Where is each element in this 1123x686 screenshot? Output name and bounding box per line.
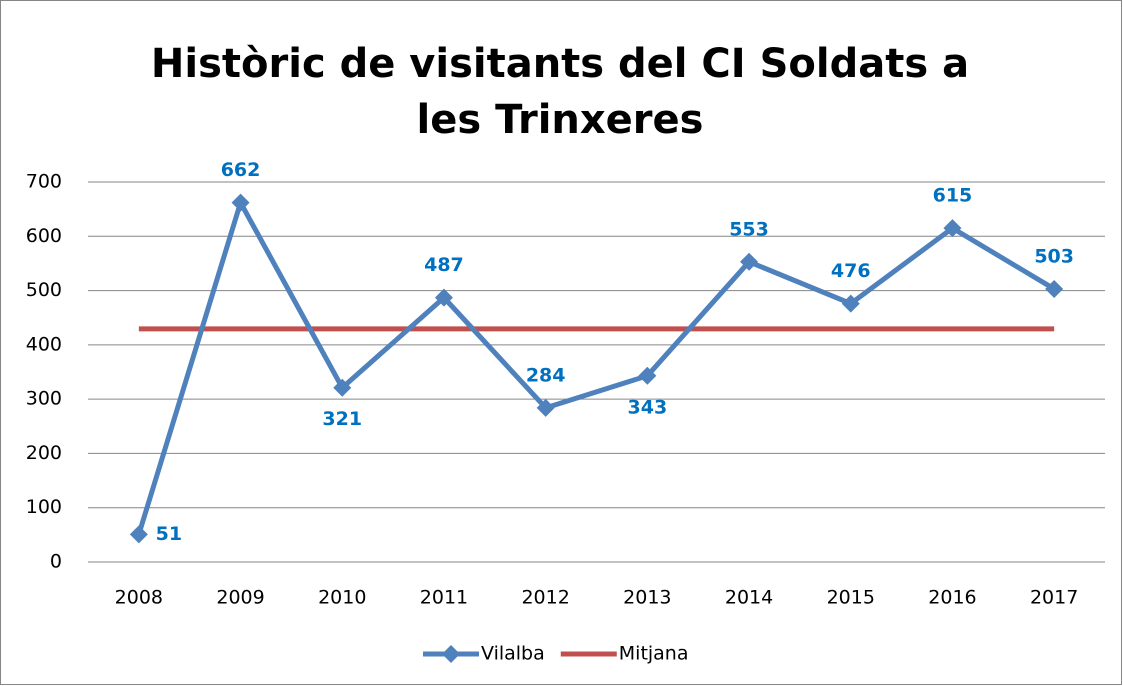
x-tick-label: 2015: [827, 587, 875, 609]
y-tick-label: 100: [26, 496, 62, 518]
marker: [638, 366, 657, 385]
y-tick-label: 500: [26, 279, 62, 301]
x-tick-label: 2017: [1030, 587, 1078, 609]
legend-marker: [442, 645, 460, 663]
data-label: 343: [628, 396, 668, 418]
y-tick-label: 400: [26, 333, 62, 355]
y-tick-label: 200: [26, 442, 62, 464]
y-tick-label: 700: [26, 171, 62, 193]
marker: [129, 525, 148, 544]
data-label: 284: [526, 364, 566, 386]
x-tick-label: 2012: [521, 587, 569, 609]
chart-title: Històric de visitants del CI Soldats a l…: [150, 41, 970, 143]
marker: [1045, 279, 1064, 298]
data-label: 51: [156, 523, 182, 545]
data-label: 553: [729, 218, 769, 240]
marker: [536, 398, 555, 417]
data-label: 662: [221, 159, 261, 181]
data-label: 615: [933, 185, 973, 207]
x-tick-label: 2013: [623, 587, 671, 609]
marker: [740, 252, 759, 271]
x-tick-label: 2011: [420, 587, 468, 609]
legend-label: Vilalba: [481, 643, 545, 665]
marker: [943, 219, 962, 238]
x-tick-label: 2016: [928, 587, 976, 609]
y-tick-label: 600: [26, 225, 62, 247]
legend-label: Mitjana: [619, 643, 689, 665]
y-tick-label: 0: [50, 551, 62, 573]
data-label: 503: [1034, 245, 1074, 267]
marker: [434, 288, 453, 307]
data-label: 487: [424, 254, 464, 276]
line-0: [136, 200, 1056, 536]
marker: [841, 294, 860, 313]
y-tick-label: 300: [26, 388, 62, 410]
x-tick-label: 2009: [216, 587, 264, 609]
marker: [231, 193, 250, 212]
x-tick-label: 2014: [725, 587, 773, 609]
x-tick-label: 2010: [318, 587, 366, 609]
marker: [333, 378, 352, 397]
data-label: 321: [322, 408, 362, 430]
data-label: 476: [831, 260, 871, 282]
x-tick-label: 2008: [115, 587, 163, 609]
